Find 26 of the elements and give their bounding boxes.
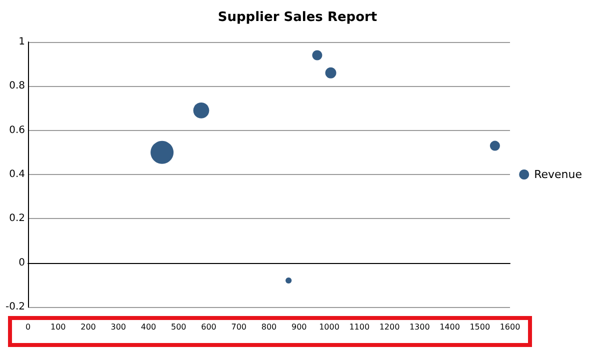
x-tick-label: 300 <box>110 322 126 332</box>
y-tick-label: 0 <box>18 257 25 268</box>
y-tick-label: 0.2 <box>9 213 25 224</box>
x-tick-label: 600 <box>201 322 216 332</box>
x-tick-label: 0 <box>25 322 31 332</box>
x-tick-label: 1100 <box>349 322 370 332</box>
x-tick-label: 800 <box>261 322 277 332</box>
x-tick-label: 1000 <box>319 322 340 332</box>
legend-label: Revenue <box>534 168 582 181</box>
x-tick-label: 1200 <box>379 322 400 332</box>
y-tick-label: 0.4 <box>9 169 25 180</box>
x-tick-label: 100 <box>50 322 66 332</box>
x-tick-label: 500 <box>170 322 186 332</box>
y-tick-label: 0.6 <box>9 124 25 136</box>
x-tick-label: 1600 <box>500 322 520 332</box>
x-tick-label: 400 <box>140 322 156 332</box>
x-tick-label: 900 <box>291 322 307 332</box>
chart-title: Supplier Sales Report <box>218 10 378 25</box>
x-tick-label: 200 <box>80 322 96 332</box>
y-tick-label: 1 <box>18 36 25 48</box>
y-tick-label: 0.8 <box>9 80 25 92</box>
x-tick-label: 1400 <box>440 322 460 332</box>
x-tick-label: 1500 <box>470 322 490 332</box>
x-tick-label: 700 <box>231 322 247 332</box>
y-tick-label: -0.2 <box>5 302 25 312</box>
x-tick-label: 1300 <box>409 322 430 332</box>
